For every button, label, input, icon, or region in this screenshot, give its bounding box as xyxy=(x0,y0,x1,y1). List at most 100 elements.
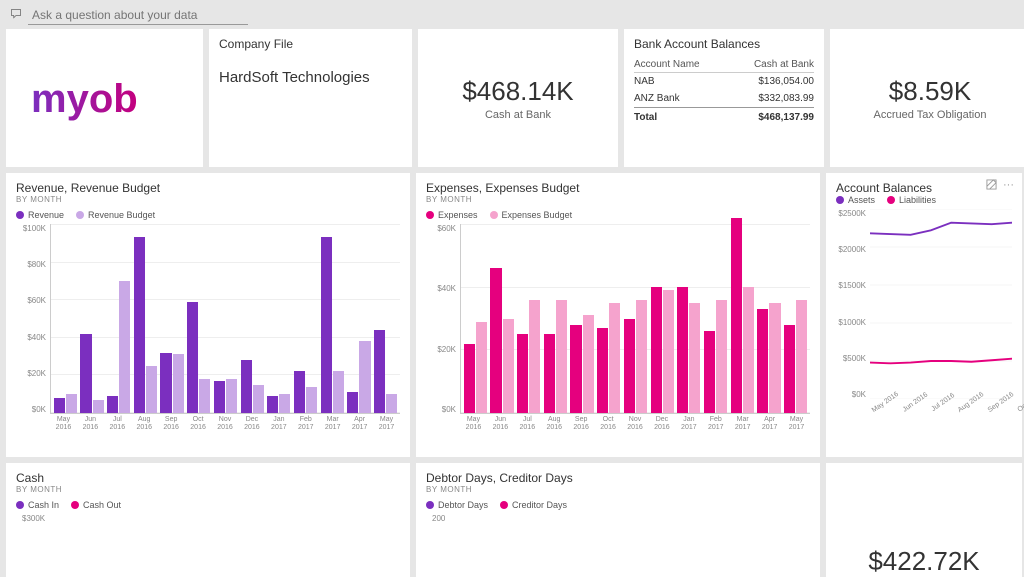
bar xyxy=(359,341,370,413)
debtor-chart-card: Debtor Days, Creditor DaysBY MONTHDebtor… xyxy=(416,463,820,577)
bar xyxy=(570,325,581,413)
kpi-cash-card: $468.14K Cash at Bank xyxy=(418,29,618,167)
chart-title: Expenses, Expenses Budget xyxy=(426,181,810,195)
bar-group xyxy=(677,224,702,413)
bar-group xyxy=(320,224,345,413)
ask-input[interactable] xyxy=(28,6,248,25)
ask-bar xyxy=(0,0,1024,29)
bar-group xyxy=(373,224,398,413)
bar xyxy=(769,303,780,413)
bar xyxy=(279,394,290,413)
chart-legend: Debtor Days Creditor Days xyxy=(426,500,810,510)
chart-plot[interactable] xyxy=(870,209,1012,399)
bank-total-value: $468,137.99 xyxy=(728,108,814,127)
chart-subtitle: BY MONTH xyxy=(426,195,810,204)
chart-subtitle: BY MONTH xyxy=(16,485,400,494)
chart-legend: Expenses Expenses Budget xyxy=(426,210,810,220)
bar xyxy=(544,334,555,413)
kpi-422-card: $422.72K xyxy=(826,463,1022,577)
bar xyxy=(199,379,210,413)
bank-balances-card: Bank Account Balances Account Name Cash … xyxy=(624,29,824,167)
chart-plot[interactable] xyxy=(460,224,810,414)
y-axis: $2500K$2000K$1500K$1000K$500K$0K xyxy=(836,209,870,399)
myob-logo: myob xyxy=(25,68,185,128)
kpi-cash-label: Cash at Bank xyxy=(485,109,551,121)
company-card: Company File HardSoft Technologies xyxy=(209,29,412,167)
bar-group xyxy=(106,224,131,413)
legend-item: Assets xyxy=(836,195,875,205)
bar xyxy=(66,394,77,413)
bar-group xyxy=(53,224,78,413)
legend-item: Cash Out xyxy=(71,500,121,510)
bar-group xyxy=(133,224,158,413)
bar-group xyxy=(596,224,621,413)
bar-group xyxy=(213,224,238,413)
bar-group xyxy=(783,224,808,413)
bar-group xyxy=(570,224,595,413)
bar xyxy=(651,287,662,413)
bank-total-label: Total xyxy=(634,108,728,127)
legend-item: Creditor Days xyxy=(500,500,567,510)
more-icon[interactable]: ··· xyxy=(1003,179,1014,193)
bar xyxy=(757,309,768,413)
bar xyxy=(267,396,278,413)
bar xyxy=(464,344,475,413)
focus-icon[interactable] xyxy=(986,179,997,193)
bar xyxy=(636,300,647,413)
bar xyxy=(93,400,104,413)
legend-item: Expenses Budget xyxy=(490,210,573,220)
bar-group xyxy=(623,224,648,413)
bank-balances-table: Account Name Cash at Bank NAB$136,054.00… xyxy=(634,57,814,126)
chart-plot[interactable] xyxy=(50,224,400,414)
chart-legend: Cash In Cash Out xyxy=(16,500,400,510)
bar xyxy=(119,281,130,413)
bar-group xyxy=(650,224,675,413)
bar xyxy=(597,328,608,413)
y-tick: 200 xyxy=(426,514,810,523)
bar xyxy=(731,218,742,413)
bar xyxy=(306,387,317,413)
bar xyxy=(241,360,252,413)
bank-col-cash: Cash at Bank xyxy=(728,57,814,73)
legend-item: Expenses xyxy=(426,210,478,220)
legend-item: Revenue xyxy=(16,210,64,220)
svg-text:myob: myob xyxy=(31,77,138,121)
bar xyxy=(624,319,635,414)
table-row: NAB$136,054.00 xyxy=(634,73,814,91)
chart-legend: AssetsLiabilities xyxy=(836,195,1012,205)
bar xyxy=(374,330,385,413)
bar xyxy=(716,300,727,413)
bar-group xyxy=(543,224,568,413)
bank-col-name: Account Name xyxy=(634,57,728,73)
bar xyxy=(476,322,487,413)
table-row: ANZ Bank$332,083.99 xyxy=(634,90,814,108)
logo-card: myob xyxy=(6,29,203,167)
bank-name: ANZ Bank xyxy=(634,90,728,108)
legend-item: Debtor Days xyxy=(426,500,488,510)
bar xyxy=(146,366,157,413)
bar xyxy=(784,325,795,413)
bar xyxy=(490,268,501,413)
bar xyxy=(796,300,807,413)
bar-group xyxy=(80,224,105,413)
bar xyxy=(187,302,198,414)
bar-group xyxy=(160,224,185,413)
kpi-tax-value: $8.59K xyxy=(889,76,971,107)
bank-name: NAB xyxy=(634,73,728,91)
bar xyxy=(160,353,171,413)
chart-subtitle: BY MONTH xyxy=(16,195,400,204)
cash-chart-card: CashBY MONTHCash InCash Out$300K xyxy=(6,463,410,577)
bar xyxy=(517,334,528,413)
x-axis: May2016Jun2016Jul2016Aug2016Sep2016Oct20… xyxy=(460,416,810,431)
bank-val: $332,083.99 xyxy=(728,90,814,108)
legend-item: Cash In xyxy=(16,500,59,510)
bar-group xyxy=(240,224,265,413)
bar xyxy=(347,392,358,413)
bar xyxy=(134,237,145,413)
bar-group xyxy=(516,224,541,413)
bar-group xyxy=(703,224,728,413)
bar-group xyxy=(347,224,372,413)
y-axis: $60K$40K$20K$0K xyxy=(426,224,460,414)
bar xyxy=(54,398,65,413)
chart-title: Revenue, Revenue Budget xyxy=(16,181,400,195)
